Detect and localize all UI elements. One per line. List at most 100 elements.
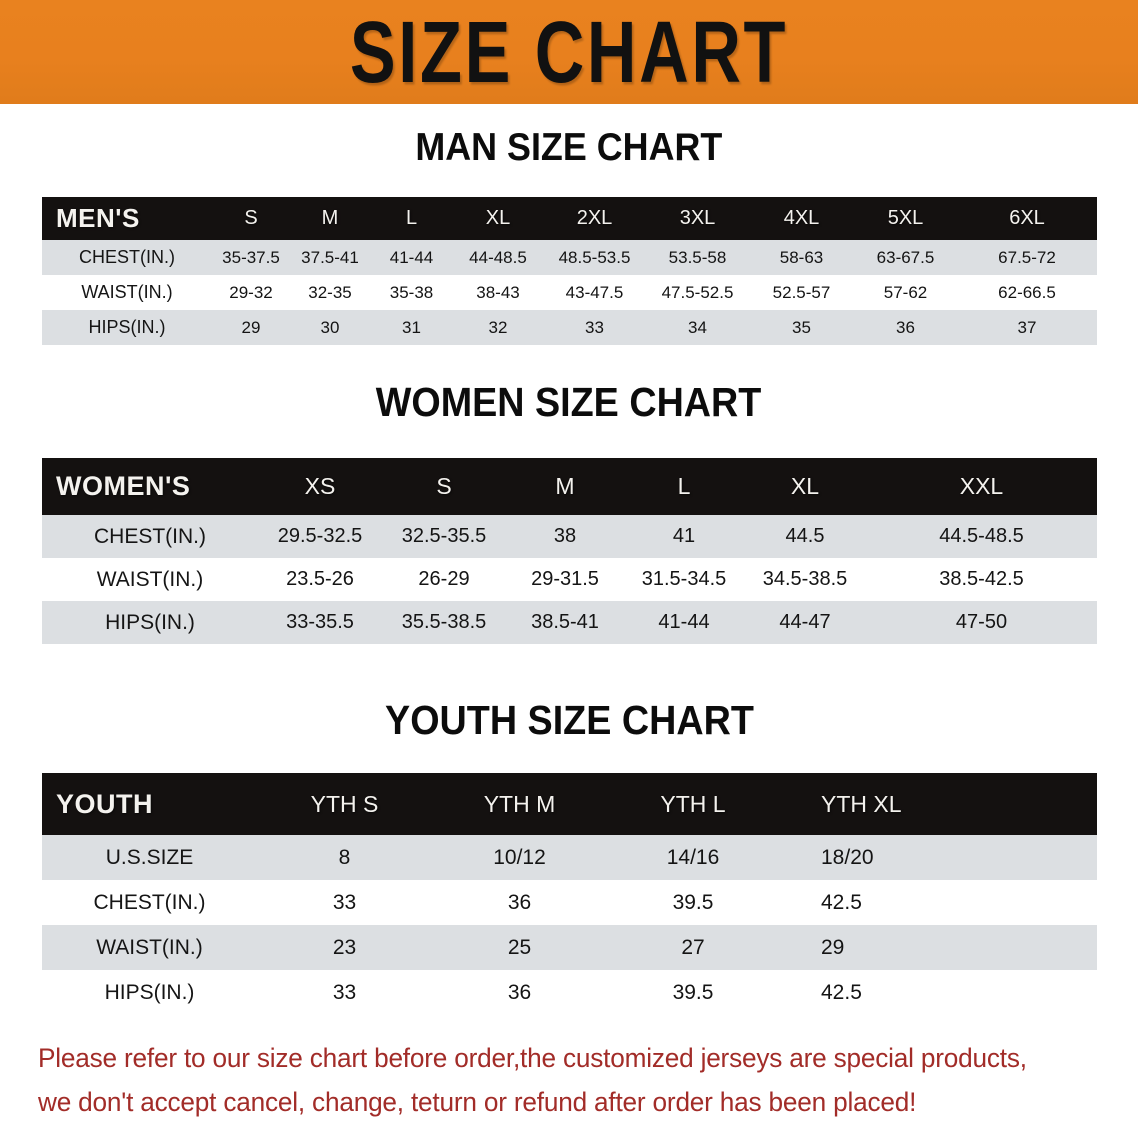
disclaimer-line-1: Please refer to our size chart before or…: [38, 1043, 1027, 1073]
men-waist-l: 35-38: [389, 282, 434, 302]
men-hips-6xl: 37: [1017, 317, 1037, 337]
men-row-label-waist: WAIST(IN.): [81, 282, 173, 302]
men-col-l: L: [405, 207, 418, 229]
women-hips-xxl: 47-50: [955, 611, 1008, 633]
page-title: SIZE CHART: [349, 2, 789, 102]
men-hips-5xl: 36: [896, 317, 915, 337]
women-col-s: S: [436, 473, 452, 499]
men-waist-4xl: 52.5-57: [772, 282, 831, 302]
women-col-xl: XL: [790, 473, 820, 499]
youth-ussize-xl: 18/20: [821, 845, 874, 869]
youth-chest-xl: 42.5: [821, 890, 862, 914]
men-col-5xl: 5XL: [887, 207, 924, 229]
page-banner: SIZE CHART: [0, 0, 1138, 104]
women-col-l: L: [677, 473, 691, 499]
women-col-xs: XS: [304, 473, 336, 499]
men-chest-l: 41-44: [389, 247, 434, 267]
youth-row-label-waist: WAIST(IN.): [96, 935, 203, 959]
men-col-4xl: 4XL: [783, 207, 820, 229]
youth-row-label-chest: CHEST(IN.): [93, 890, 206, 914]
youth-ussize-l: 14/16: [666, 845, 720, 869]
youth-hips-xl: 42.5: [821, 980, 862, 1004]
youth-chest-s: 33: [332, 890, 357, 914]
men-chest-5xl: 63-67.5: [876, 247, 935, 267]
youth-hips-l: 39.5: [672, 980, 714, 1004]
men-chest-2xl: 48.5-53.5: [558, 247, 631, 267]
youth-row-label-ussize: U.S.SIZE: [105, 845, 194, 869]
table-row: CHEST(IN.) 35-37.5 37.5-41 41-44 44-48.5…: [42, 240, 1097, 275]
men-col-s: S: [244, 207, 258, 229]
men-hips-s: 29: [241, 317, 261, 337]
men-hips-3xl: 34: [688, 317, 707, 337]
men-waist-s: 29-32: [229, 282, 273, 302]
table-row: WAIST(IN.) 23.5-26 26-29 29-31.5 31.5-34…: [42, 558, 1097, 601]
men-corner-label: MEN'S: [56, 203, 140, 233]
youth-waist-xl: 29: [821, 935, 845, 959]
men-waist-xl: 38-43: [476, 282, 520, 302]
women-row-label-hips: HIPS(IN.): [105, 610, 195, 634]
women-chest-m: 38: [553, 525, 577, 547]
men-row-label-hips: HIPS(IN.): [88, 317, 166, 337]
men-col-m: M: [321, 207, 339, 229]
women-chest-xl: 44.5: [785, 525, 825, 547]
man-section-title-text: MAN SIZE CHART: [415, 126, 723, 169]
women-col-xxl: XXL: [959, 473, 1004, 499]
women-col-m: M: [555, 473, 575, 499]
youth-ussize-m: 10/12: [493, 845, 546, 869]
men-waist-2xl: 43-47.5: [565, 282, 624, 302]
youth-section-title: YOUTH SIZE CHART: [0, 697, 1138, 743]
men-hips-l: 31: [402, 317, 421, 337]
table-row: CHEST(IN.) 29.5-32.5 32.5-35.5 38 41 44.…: [42, 515, 1097, 558]
men-chest-6xl: 67.5-72: [998, 247, 1056, 267]
youth-hips-s: 33: [332, 980, 357, 1004]
women-hips-xl: 44-47: [779, 611, 831, 633]
disclaimer-line-2: we don't accept cancel, change, teturn o…: [38, 1087, 917, 1117]
table-row: HIPS(IN.) 29 30 31 32 33 34 35 36 37: [42, 310, 1097, 345]
youth-col-m: YTH M: [483, 790, 556, 817]
table-row: CHEST(IN.) 33 36 39.5 42.5: [42, 880, 1097, 925]
women-waist-xxl: 38.5-42.5: [939, 568, 1024, 590]
youth-row-label-hips: HIPS(IN.): [104, 980, 195, 1004]
youth-corner-label: YOUTH: [56, 788, 153, 819]
youth-ussize-s: 8: [338, 845, 351, 869]
men-waist-3xl: 47.5-52.5: [661, 282, 734, 302]
women-hips-m: 38.5-41: [531, 611, 599, 633]
women-size-table: WOMEN'S XS S M L XL XXL CHEST(IN.) 29.5-…: [42, 458, 1097, 644]
youth-col-l: YTH L: [660, 790, 726, 817]
women-row-label-waist: WAIST(IN.): [96, 567, 204, 591]
women-waist-xs: 23.5-26: [286, 568, 354, 590]
men-hips-4xl: 35: [792, 317, 811, 337]
women-row-label-chest: CHEST(IN.): [94, 524, 206, 548]
youth-waist-l: 27: [681, 935, 705, 959]
disclaimer-note: Please refer to our size chart before or…: [38, 1036, 1103, 1124]
women-waist-xl: 34.5-38.5: [762, 568, 848, 590]
youth-waist-s: 23: [332, 935, 357, 959]
youth-col-s: YTH S: [310, 790, 379, 817]
men-col-3xl: 3XL: [679, 207, 716, 229]
women-table-header-row: WOMEN'S XS S M L XL XXL: [42, 458, 1097, 515]
table-row: U.S.SIZE 8 10/12 14/16 18/20: [42, 835, 1097, 880]
men-waist-m: 32-35: [308, 282, 352, 302]
women-waist-s: 26-29: [418, 568, 470, 590]
men-waist-5xl: 57-62: [883, 282, 928, 302]
men-row-label-chest: CHEST(IN.): [79, 247, 175, 267]
youth-hips-m: 36: [507, 980, 532, 1004]
man-section-title: MAN SIZE CHART: [0, 126, 1138, 170]
men-col-2xl: 2XL: [576, 207, 613, 229]
women-waist-l: 31.5-34.5: [641, 568, 727, 590]
women-chest-xxl: 44.5-48.5: [939, 525, 1024, 547]
men-hips-2xl: 33: [585, 317, 604, 337]
men-waist-6xl: 62-66.5: [998, 282, 1056, 302]
men-chest-3xl: 53.5-58: [668, 247, 727, 267]
youth-chest-l: 39.5: [672, 890, 714, 914]
women-hips-s: 35.5-38.5: [401, 611, 487, 633]
table-row: WAIST(IN.) 29-32 32-35 35-38 38-43 43-47…: [42, 275, 1097, 310]
men-table-header-row: MEN'S S M L XL 2XL 3XL 4XL 5XL 6XL: [42, 197, 1097, 240]
men-chest-xl: 44-48.5: [469, 247, 527, 267]
women-hips-xs: 33-35.5: [286, 611, 354, 633]
women-section-title-text: WOMEN SIZE CHART: [376, 379, 762, 425]
table-row: WAIST(IN.) 23 25 27 29: [42, 925, 1097, 970]
women-waist-m: 29-31.5: [531, 568, 599, 590]
women-chest-xs: 29.5-32.5: [277, 525, 363, 547]
